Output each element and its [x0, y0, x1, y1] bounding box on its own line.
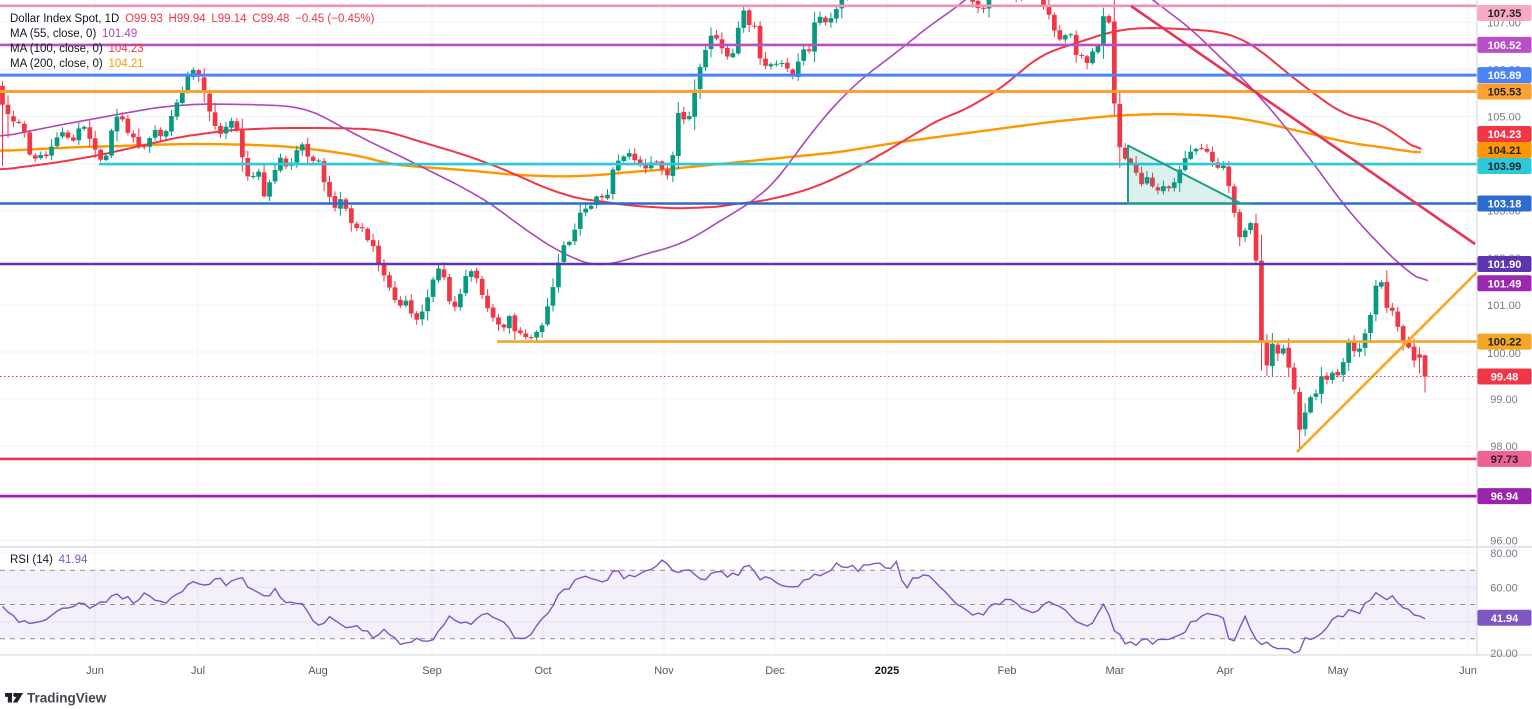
svg-text:Jun: Jun: [86, 665, 104, 677]
svg-text:106.52: 106.52: [1488, 40, 1522, 52]
svg-text:Nov: Nov: [654, 665, 674, 677]
svg-text:99.48: 99.48: [1491, 372, 1519, 384]
svg-text:105.89: 105.89: [1488, 70, 1522, 82]
svg-text:Aug: Aug: [308, 665, 328, 677]
svg-text:103.18: 103.18: [1488, 199, 1522, 211]
svg-text:Dec: Dec: [765, 665, 785, 677]
svg-text:Sep: Sep: [422, 665, 442, 677]
svg-text:100.00: 100.00: [1487, 348, 1521, 360]
svg-text:101.90: 101.90: [1488, 259, 1522, 271]
svg-text:98.00: 98.00: [1490, 441, 1518, 453]
svg-text:MA (55, close, 0) 101.49: MA (55, close, 0) 101.49: [10, 28, 137, 40]
svg-text:101.49: 101.49: [1488, 278, 1522, 290]
svg-text:101.00: 101.00: [1487, 300, 1521, 312]
svg-text:Jun: Jun: [1459, 665, 1477, 677]
svg-text:107.35: 107.35: [1488, 8, 1522, 20]
svg-text:Apr: Apr: [1216, 665, 1233, 677]
svg-text:RSI (14) 41.94: RSI (14) 41.94: [10, 554, 88, 566]
svg-text:105.53: 105.53: [1488, 87, 1522, 99]
svg-text:2025: 2025: [875, 665, 899, 677]
svg-text:104.23: 104.23: [1488, 129, 1522, 141]
svg-text:MA (200, close, 0) 104.21: MA (200, close, 0) 104.21: [10, 58, 144, 70]
svg-text:100.22: 100.22: [1488, 337, 1522, 349]
svg-text:Dollar Index Spot, 1D O99.93 H: Dollar Index Spot, 1D O99.93 H99.94 L99.…: [10, 13, 375, 25]
svg-text:MA (100, close, 0) 104.23: MA (100, close, 0) 104.23: [10, 43, 144, 55]
svg-text:103.99: 103.99: [1488, 161, 1522, 173]
svg-text:May: May: [1328, 665, 1349, 677]
svg-text:Oct: Oct: [534, 665, 551, 677]
svg-text:96.00: 96.00: [1490, 535, 1518, 547]
svg-text:105.00: 105.00: [1487, 112, 1521, 124]
svg-text:20.00: 20.00: [1490, 648, 1518, 660]
svg-text:97.73: 97.73: [1491, 454, 1519, 466]
svg-text:60.00: 60.00: [1490, 582, 1518, 594]
svg-text:Jul: Jul: [191, 665, 205, 677]
svg-text:TradingView: TradingView: [27, 691, 107, 706]
svg-text:99.00: 99.00: [1490, 394, 1518, 406]
svg-text:Feb: Feb: [998, 665, 1017, 677]
svg-text:41.94: 41.94: [1491, 613, 1519, 625]
svg-text:104.21: 104.21: [1488, 145, 1522, 157]
svg-text:80.00: 80.00: [1490, 548, 1518, 560]
svg-text:Mar: Mar: [1106, 665, 1125, 677]
svg-text:96.94: 96.94: [1491, 491, 1519, 503]
